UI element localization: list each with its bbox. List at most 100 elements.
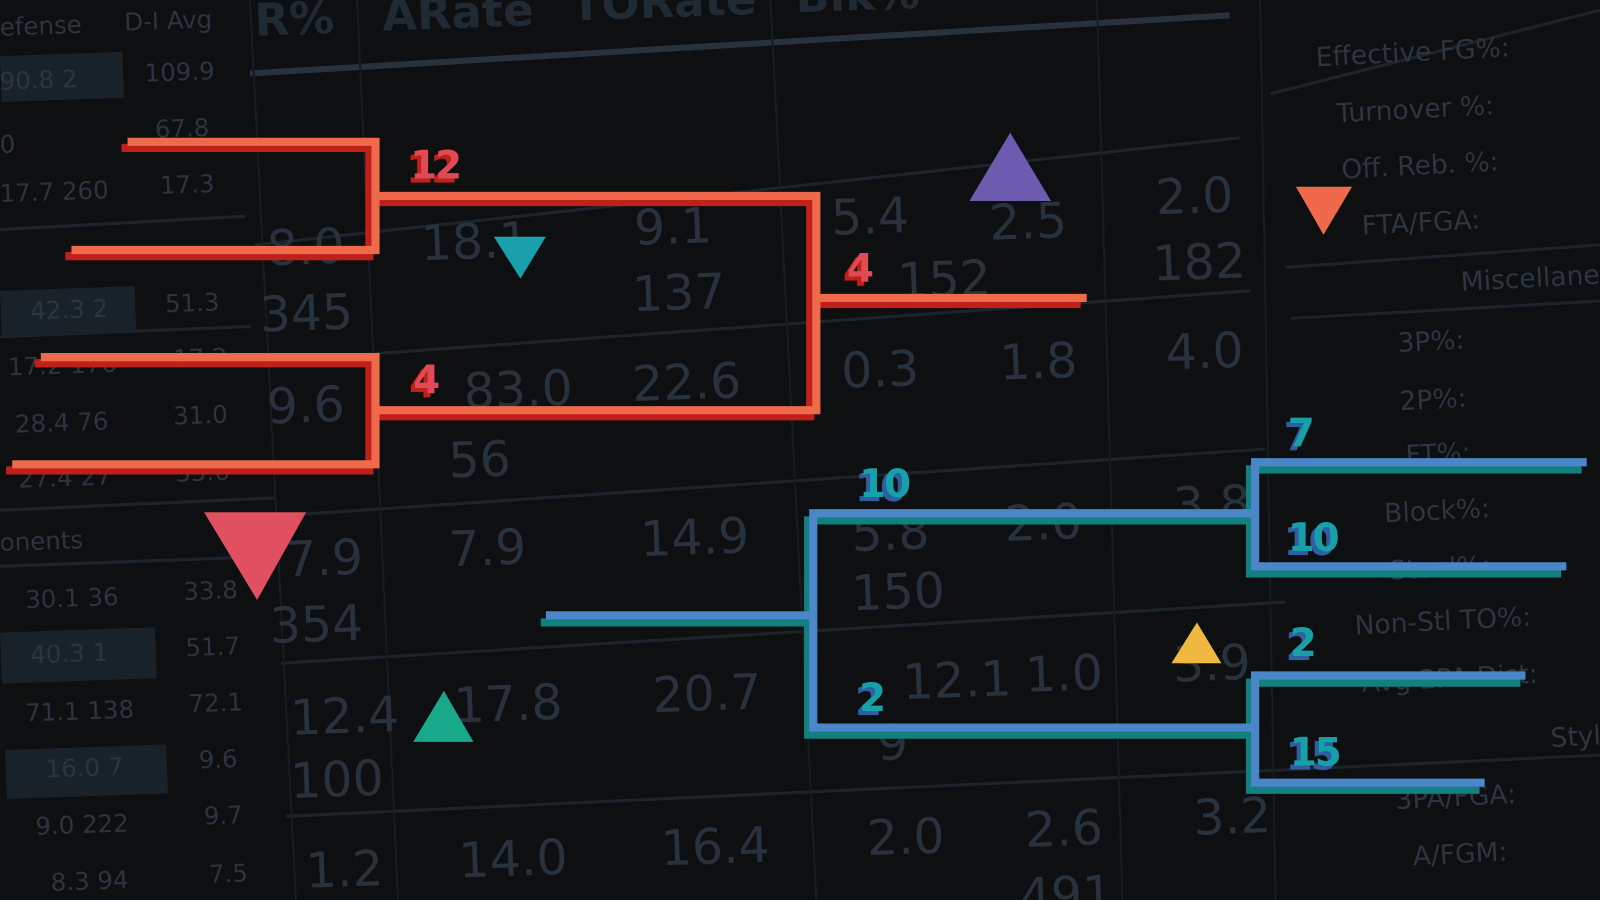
table-cell: 22.6 (631, 352, 742, 413)
table-cell: 7.9 (284, 529, 364, 589)
grid-line (285, 447, 1266, 517)
table-cell: 2.5 (988, 192, 1068, 252)
table-cell: 2.6 (1024, 799, 1104, 859)
panel-label: A/FGM: (1412, 836, 1508, 872)
table-header: ARate (381, 0, 534, 42)
panel-label: 3P%: (1397, 325, 1466, 359)
seed-label: 2 (859, 676, 884, 721)
triangle-down-red-icon (204, 512, 307, 600)
highlighted-cell (0, 286, 137, 337)
seed-label: 4 (413, 358, 439, 403)
table-cell: 72.1 (188, 687, 243, 718)
table-cell: 51.7 (185, 631, 240, 662)
seed-label: 12 (410, 144, 460, 189)
table-cell: 40.3 1 (30, 638, 109, 670)
table-cell: 20.7 (651, 663, 762, 724)
grid-line (1095, 0, 1124, 900)
triangle-markers (204, 132, 1353, 742)
grid-line (769, 0, 818, 900)
table-header: Blk% (794, 0, 920, 23)
seed-labels: 12 4 4 10 2 7 10 2 15 (410, 144, 1342, 776)
table-cell: 16.0 7 (45, 752, 124, 784)
bracket-line (1251, 671, 1526, 787)
table-cell: 17.7 260 (0, 175, 109, 208)
table-cell: 17.8 (453, 674, 564, 735)
grid-line (0, 496, 276, 512)
grid-line (254, 289, 1251, 364)
table-cell: 182 (1151, 232, 1246, 292)
table-cell: onents (0, 525, 84, 557)
table-cell: 0 (0, 130, 16, 160)
table-cell: 7.9 (447, 519, 527, 579)
seed-label: 15 (1290, 730, 1340, 775)
table-cell: 7.5 (208, 858, 248, 888)
red-bracket (6, 137, 1087, 475)
table-cell: 4.0 (1165, 322, 1245, 382)
seed-label: 4 (847, 247, 873, 292)
table-cell: 14.0 (458, 829, 569, 890)
table-cell: 31.0 (173, 400, 228, 431)
table-cell: 100 (289, 750, 384, 810)
bracket-line (375, 191, 821, 415)
table-cell: 8.3 94 (50, 865, 129, 897)
seed-label: 2 (1290, 621, 1315, 666)
table-header: efense (0, 10, 82, 42)
table-cell: 2.0 (866, 807, 946, 867)
seed-label: 10 (859, 462, 910, 507)
triangle-up-purple-icon (969, 132, 1052, 202)
highlighted-cell (0, 51, 124, 103)
panel-label: Miscellane (1460, 260, 1600, 298)
grid-line (285, 753, 1600, 818)
table-cell: 30.1 36 (25, 582, 119, 614)
triangle-down-teal-icon (493, 236, 546, 279)
table-cell: 56 (447, 430, 511, 489)
grid-line (254, 136, 1240, 247)
table-cell: 28.4 76 (15, 406, 109, 438)
bracket-line-shadow (804, 516, 1250, 739)
table-cell: 3.2 (1192, 787, 1272, 847)
table-cell: 12.4 (289, 686, 400, 747)
table-cell: 90.8 2 (0, 64, 78, 96)
panel-label: Styl (1550, 720, 1600, 754)
highlighted-cell (5, 744, 168, 799)
table-cell: 33.8 (183, 575, 238, 606)
table-cell: 9.1 (633, 197, 713, 257)
table-cell: 345 (259, 283, 354, 343)
triangle-up-green-icon (413, 690, 474, 742)
table-cell: 9.0 222 (35, 808, 129, 840)
table-cell: 354 (269, 595, 364, 655)
table-cell: 1.8 (998, 332, 1078, 392)
table-header: R% (254, 0, 335, 47)
table-cell: 3.9 (1172, 634, 1252, 694)
table-header: D-I Avg (124, 5, 213, 37)
table-cell: 491 (1019, 865, 1114, 900)
table-cell: 137 (631, 263, 726, 323)
grid-line (1270, 8, 1600, 96)
table-cell: 1.0 (1024, 644, 1104, 704)
table-cell: 16.4 (660, 817, 771, 878)
grid-line (249, 12, 1230, 77)
bracket-line (1251, 458, 1587, 571)
table-cell: 14.9 (639, 507, 750, 568)
bracket-line (809, 509, 1256, 732)
table-cell: 2.0 (1155, 167, 1235, 227)
table-cell: 9 (876, 714, 909, 772)
panel-label: FTA/FGA: (1361, 205, 1481, 242)
panel-label: 2P%: (1399, 383, 1468, 417)
seed-label: 7 (1288, 411, 1313, 456)
table-cell: 17.3 (159, 169, 214, 200)
table-cell: 71.1 138 (25, 695, 135, 728)
grid-line (1259, 0, 1277, 900)
panel-label: Block%: (1383, 493, 1490, 529)
table-cell: 9.7 (203, 800, 243, 830)
table-cell: 150 (850, 562, 945, 622)
triangle-up-yellow-icon (1171, 622, 1222, 664)
table-cell: 51.3 (165, 287, 220, 318)
table-cell: 0.3 (840, 340, 920, 400)
grid-line (280, 600, 1286, 665)
triangle-down-orange-icon (1295, 186, 1353, 235)
bracket-line-shadow (1245, 465, 1582, 578)
table-cell: 42.3 2 (30, 294, 109, 326)
